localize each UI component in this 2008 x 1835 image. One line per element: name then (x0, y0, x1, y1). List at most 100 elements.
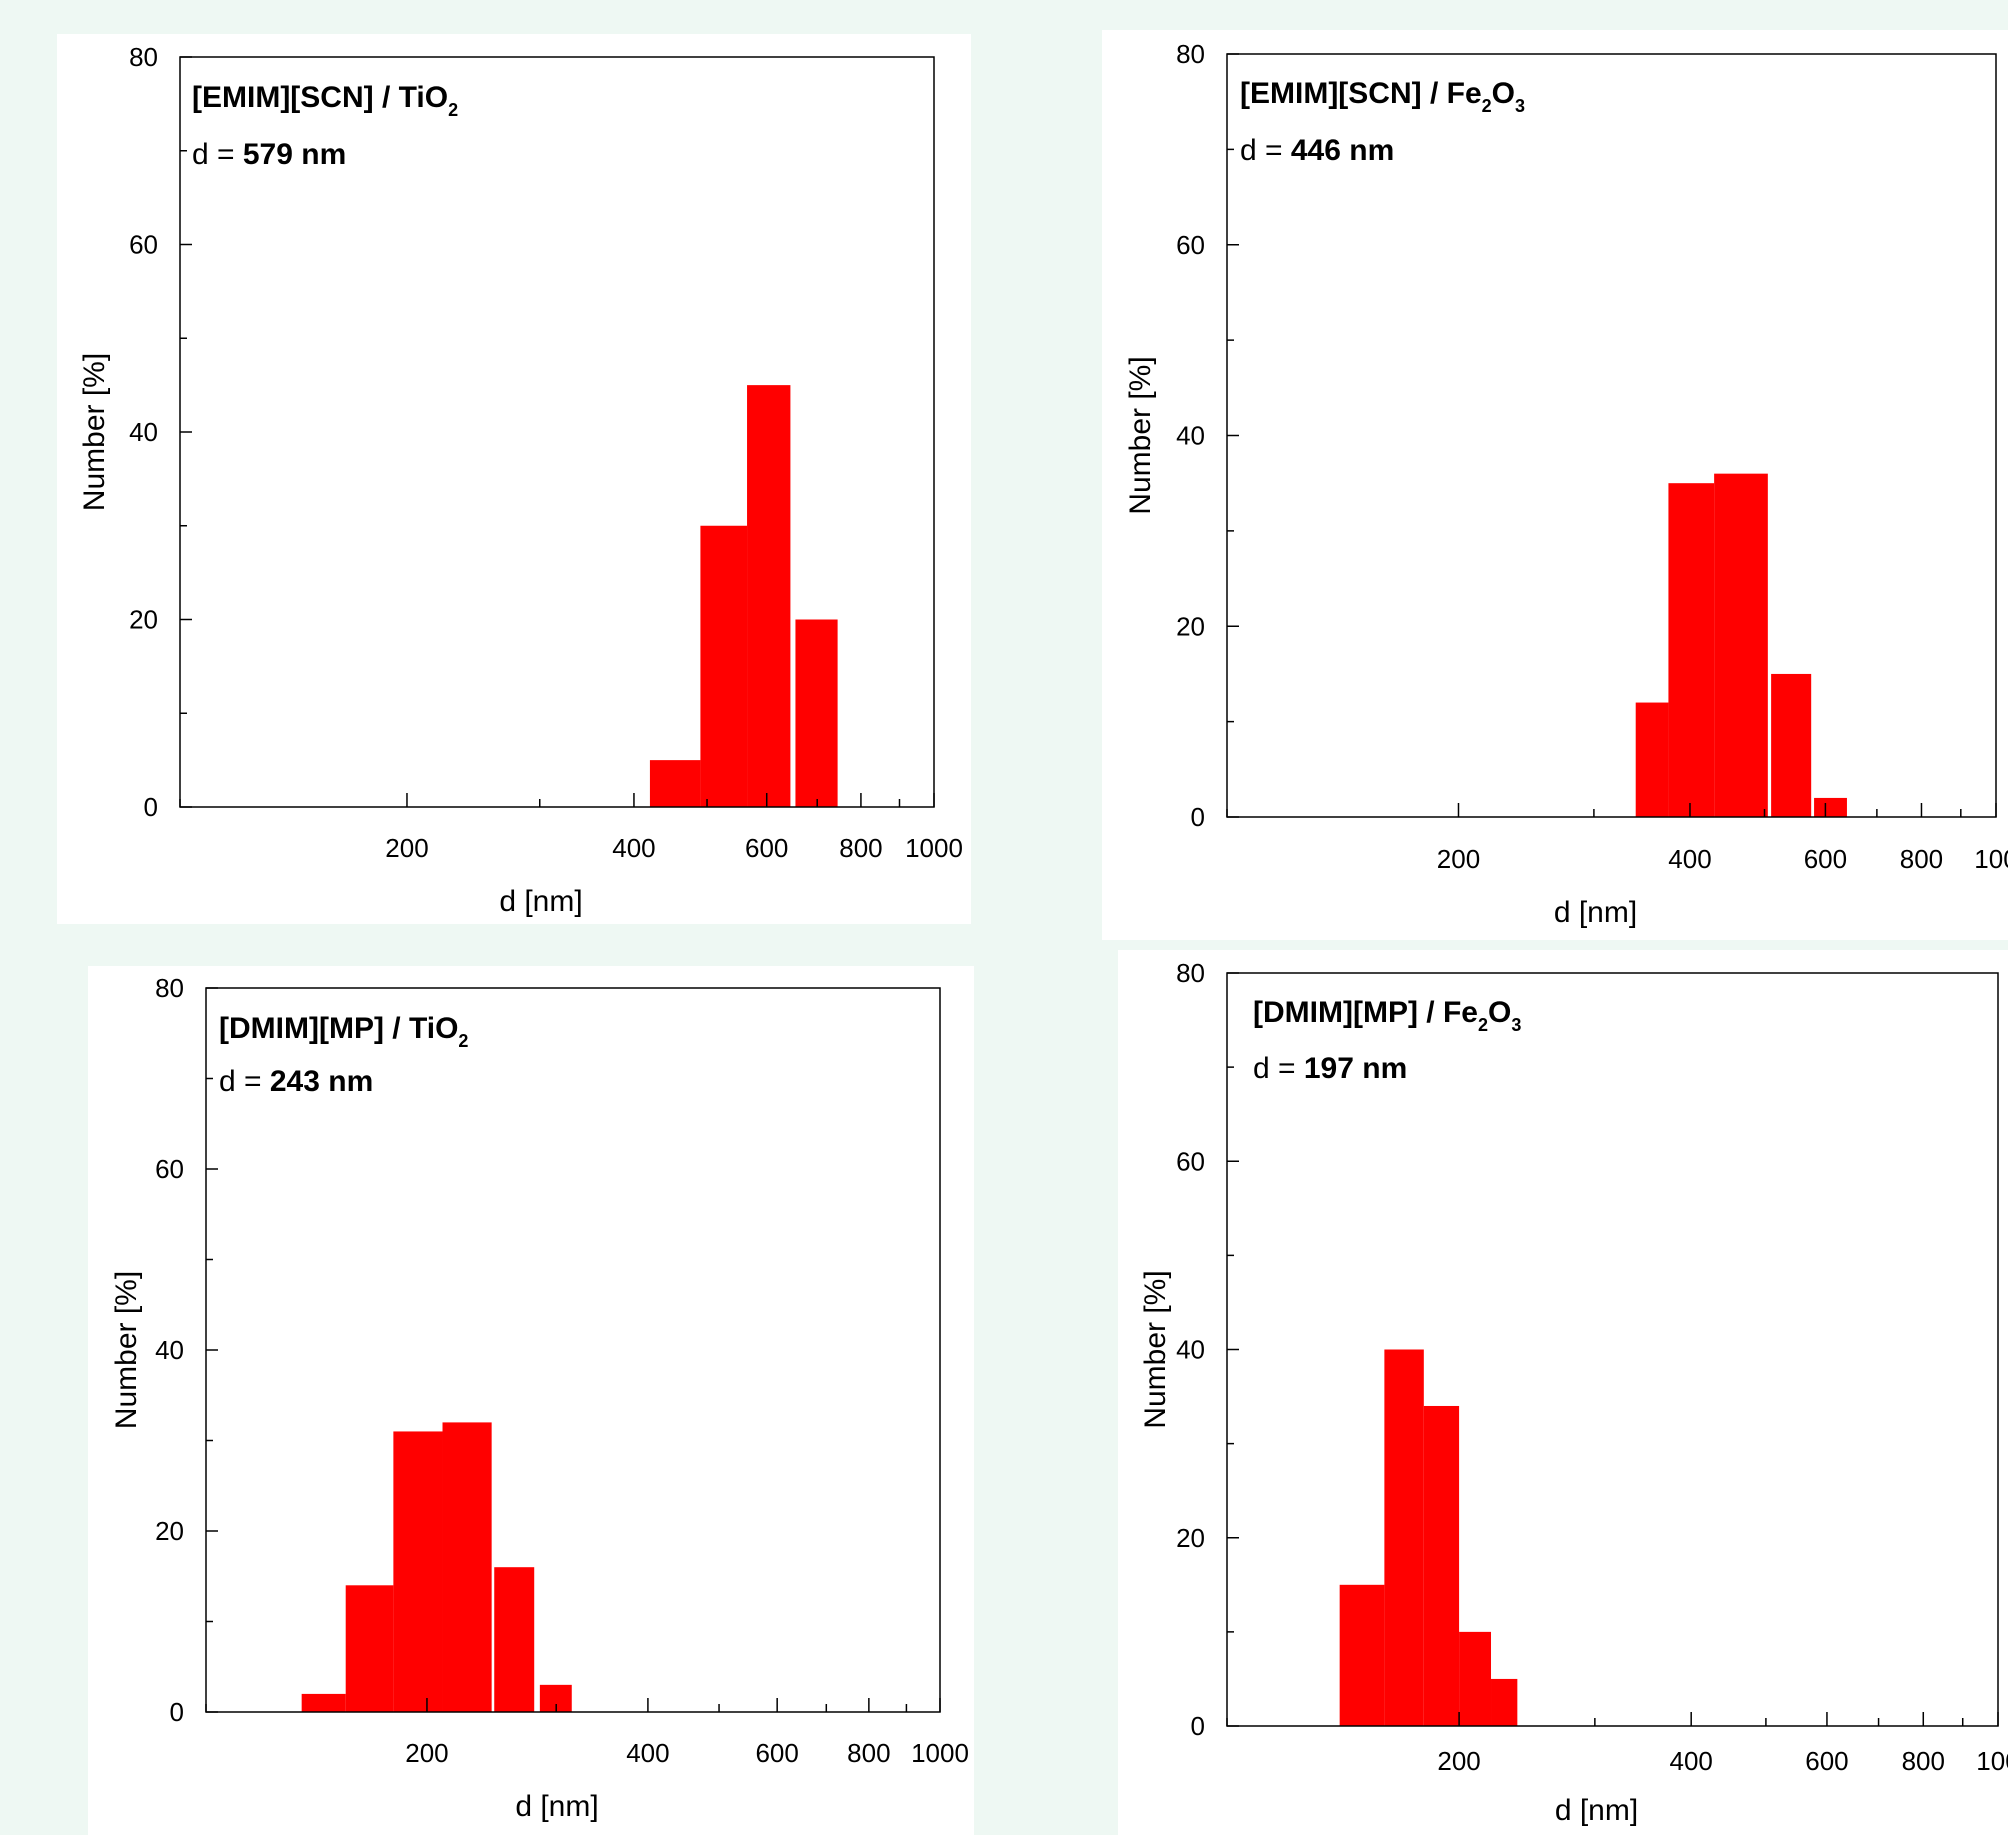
histogram-bar (1423, 1405, 1460, 1726)
x-tick-label: 600 (1805, 1746, 1848, 1776)
chart-title-main: [EMIM][SCN] / Fe (1240, 77, 1482, 110)
histogram-bar (1814, 797, 1847, 817)
x-tick-label: 400 (612, 833, 655, 863)
diameter-value: 446 nm (1291, 134, 1394, 167)
chart-panel-dmim-mp-tio2: 0 20 40 60 80 200 400 600 800 1000 d [nm] Number [%… (88, 966, 974, 1835)
diameter-annotation: d = 197 nm (1253, 1052, 1407, 1085)
x-tick-label: 400 (626, 1738, 669, 1768)
chart-title-subscript: 2 (448, 100, 458, 120)
diameter-annotation: d = 579 nm (192, 138, 346, 171)
y-tick-label: 20 (1176, 1523, 1205, 1553)
x-tick-label: 800 (847, 1738, 890, 1768)
chart-4: 0 20 40 60 80 200 400 600 800 100 d [nm] Number [%]… (1139, 958, 2008, 1827)
y-tick-label: 80 (1176, 958, 1205, 988)
x-axis-label: d [nm] (1555, 1794, 1638, 1827)
y-tick-label: 0 (144, 792, 158, 822)
diameter-label: d = (1240, 134, 1291, 167)
y-tick-label: 60 (155, 1154, 184, 1184)
diameter-value: 197 nm (1304, 1052, 1407, 1085)
histogram-bar (1459, 1631, 1492, 1726)
x-tick-label: 200 (385, 833, 428, 863)
x-axis-label: d [nm] (499, 885, 582, 918)
chart-panel-emim-scn-tio2: 0 20 40 60 80 200 400 600 800 1000 d [nm] Number [%… (57, 34, 971, 924)
x-tick-label: 600 (745, 833, 788, 863)
y-tick-label: 20 (155, 1516, 184, 1546)
x-tick-label: 200 (1437, 844, 1480, 874)
histogram-bar (442, 1422, 492, 1712)
histogram-bar (1771, 673, 1812, 817)
chart-title-subscript: 2 (458, 1031, 468, 1051)
histogram-bar (747, 385, 791, 807)
y-tick-label: 40 (155, 1335, 184, 1365)
chart-panel-emim-scn-fe2o3: 0 20 40 60 80 200 400 600 800 100 d [nm] Number [%]… (1102, 30, 2008, 940)
y-tick-label: 80 (155, 973, 184, 1003)
chart-2: 0 20 40 60 80 200 400 600 800 100 d [nm] Number [%]… (1124, 39, 2008, 929)
y-tick-label: 60 (1176, 230, 1205, 260)
chart-title: [EMIM][SCN] / TiO2 (192, 81, 458, 120)
y-tick-label: 80 (129, 42, 158, 72)
y-tick-label: 40 (1176, 421, 1205, 451)
chart-title-element: O (1488, 996, 1511, 1029)
chart-title-main: [DMIM][MP] / Fe (1253, 996, 1478, 1029)
chart-title: [EMIM][SCN] / Fe2O3 (1240, 77, 1525, 116)
y-tick-label: 20 (1176, 611, 1205, 641)
histogram-bar (345, 1585, 394, 1712)
x-tick-label: 800 (1902, 1746, 1945, 1776)
chart-title-subscript: 2 (1478, 1015, 1488, 1035)
diameter-annotation: d = 446 nm (1240, 134, 1394, 167)
x-tick-label: 100 (1976, 1746, 2008, 1776)
y-tick-label: 40 (129, 417, 158, 447)
diameter-label: d = (1253, 1052, 1304, 1085)
x-tick-label: 800 (839, 833, 882, 863)
x-tick-label: 1000 (905, 833, 963, 863)
histogram-bar (1668, 483, 1715, 817)
chart-panel-dmim-mp-fe2o3: 0 20 40 60 80 200 400 600 800 100 d [nm] Number [%]… (1118, 950, 2008, 1835)
histogram-bar (393, 1431, 443, 1712)
x-tick-label: 600 (1804, 844, 1847, 874)
histogram-bar (1339, 1584, 1385, 1726)
histogram-bar (649, 760, 701, 807)
x-tick-label: 600 (755, 1738, 798, 1768)
chart-title: [DMIM][MP] / Fe2O3 (1253, 996, 1521, 1035)
chart-title-main: [DMIM][MP] / TiO (219, 1012, 458, 1045)
y-axis-label: Number [%] (1124, 356, 1157, 514)
y-tick-label: 80 (1176, 39, 1205, 69)
chart-1: 0 20 40 60 80 200 400 600 800 1000 d [nm] Number [%… (78, 42, 963, 918)
y-axis-label: Number [%] (1139, 1270, 1172, 1428)
y-tick-label: 20 (129, 605, 158, 635)
y-tick-label: 0 (1191, 1711, 1205, 1741)
chart-title-subscript: 3 (1511, 1015, 1521, 1035)
diameter-annotation: d = 243 nm (219, 1065, 373, 1098)
histogram-bar (301, 1693, 346, 1712)
diameter-value: 243 nm (270, 1065, 373, 1098)
y-axis-label: Number [%] (110, 1271, 143, 1429)
x-axis-label: d [nm] (1554, 896, 1637, 929)
y-tick-label: 0 (1191, 802, 1205, 832)
chart-title-subscript: 3 (1515, 96, 1525, 116)
x-tick-label: 200 (1437, 1746, 1480, 1776)
y-tick-label: 0 (170, 1697, 184, 1727)
histogram-bar (1714, 473, 1768, 817)
y-tick-label: 60 (1176, 1146, 1205, 1176)
x-tick-label: 1000 (911, 1738, 969, 1768)
x-tick-label: 200 (405, 1738, 448, 1768)
chart-title-subscript: 2 (1482, 96, 1492, 116)
x-tick-label: 100 (1974, 844, 2008, 874)
chart-3: 0 20 40 60 80 200 400 600 800 1000 d [nm] Number [%… (110, 973, 969, 1823)
histogram-bar (795, 619, 838, 807)
histogram-bar (494, 1567, 535, 1712)
x-tick-label: 400 (1669, 1746, 1712, 1776)
histogram-bar (1635, 702, 1669, 817)
chart-title: [DMIM][MP] / TiO2 (219, 1012, 468, 1051)
histogram-bar (1384, 1349, 1424, 1726)
histogram-bar (1491, 1678, 1518, 1726)
x-tick-label: 800 (1900, 844, 1943, 874)
diameter-value: 579 nm (243, 138, 346, 171)
histogram-bar (700, 525, 748, 807)
chart-title-element: O (1492, 77, 1515, 110)
diameter-label: d = (219, 1065, 270, 1098)
y-axis-label: Number [%] (78, 353, 111, 511)
plot-frame (1226, 53, 1997, 818)
chart-title-main: [EMIM][SCN] / TiO (192, 81, 448, 114)
y-tick-label: 60 (129, 230, 158, 260)
